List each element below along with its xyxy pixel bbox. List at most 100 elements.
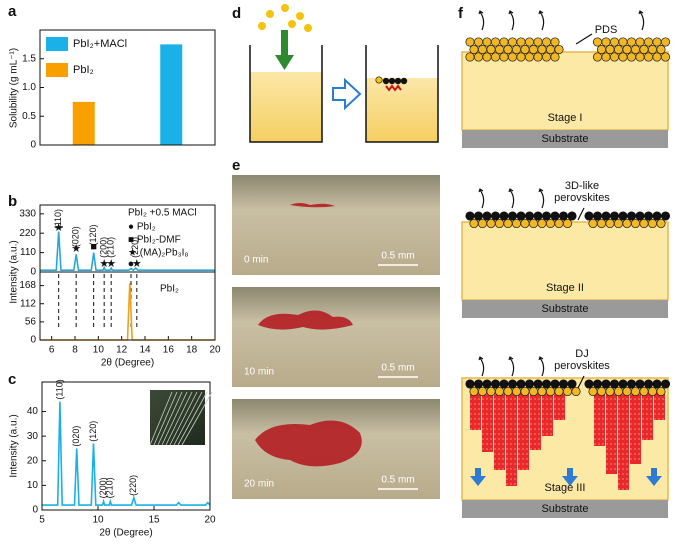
molecule	[618, 379, 628, 389]
molecule	[613, 218, 624, 229]
molecule	[473, 37, 484, 47]
dot	[296, 12, 304, 20]
dj-perovskite	[654, 390, 665, 420]
substrate-label: Substrate	[541, 503, 588, 515]
molecule	[516, 37, 526, 47]
y-tick-label: 220	[19, 228, 36, 239]
molecule	[652, 379, 662, 389]
molecule	[605, 386, 615, 397]
plot-frame	[39, 271, 216, 341]
molecule	[473, 379, 484, 389]
x-tick-label: 5	[39, 515, 45, 526]
inset-fiber	[161, 391, 188, 446]
molecule	[643, 52, 654, 62]
y-tick-label: 168	[19, 280, 36, 291]
molecule	[511, 44, 522, 55]
molecule	[477, 386, 488, 397]
molecule	[596, 44, 607, 55]
molecule	[601, 379, 611, 389]
panel-label: f	[458, 5, 464, 22]
molecule	[618, 37, 628, 47]
x-tick-label: 15	[148, 515, 160, 526]
molecule	[635, 52, 645, 62]
dot	[288, 20, 296, 28]
scale-label: 0.5 mm	[381, 251, 414, 262]
y-tick-label: 1.0	[22, 82, 36, 93]
molecule	[605, 44, 615, 55]
dot	[382, 77, 390, 85]
molecule	[469, 44, 479, 55]
dot	[375, 76, 383, 84]
molecule	[490, 52, 501, 62]
y-tick-label: 0	[30, 335, 36, 346]
molecule	[596, 386, 607, 397]
molecule	[482, 52, 492, 62]
peak-marker: ●	[128, 258, 135, 270]
molecule	[486, 386, 496, 397]
molecule	[562, 218, 573, 229]
diffusion-arrow	[646, 468, 662, 486]
photo-time: 0 min	[244, 255, 268, 266]
molecule	[541, 37, 552, 47]
x-axis-label: 2θ (Degree)	[101, 358, 154, 369]
diffusion-arrow	[470, 468, 486, 486]
molecule	[533, 37, 543, 47]
y-axis-label: Intensity (a.u.)	[9, 414, 20, 477]
stage-label: Stage III	[545, 482, 586, 494]
molecule	[528, 44, 539, 55]
molecule	[511, 218, 522, 229]
molecule	[465, 379, 475, 389]
dot	[388, 77, 396, 85]
peak-label: (220)	[128, 475, 138, 496]
molecule	[647, 44, 658, 55]
dj-perovskite	[594, 390, 605, 446]
crystal	[255, 420, 362, 467]
annotation: DJ	[575, 348, 588, 360]
molecule	[550, 379, 560, 389]
panel-d: d	[232, 4, 439, 143]
dj-perovskite	[482, 390, 493, 452]
series-line	[40, 231, 215, 272]
molecule	[533, 211, 543, 221]
dj-perovskite	[630, 390, 641, 464]
molecule	[622, 386, 632, 397]
y-tick-label: 56	[25, 317, 37, 328]
x-tick-label: 8	[72, 345, 78, 356]
dj-perovskite	[518, 390, 529, 470]
molecule	[486, 218, 496, 229]
peak-label: (200)	[98, 477, 108, 498]
molecule	[643, 379, 654, 389]
molecule	[639, 386, 649, 397]
molecule	[609, 52, 620, 62]
molecule	[550, 37, 560, 47]
molecule	[516, 379, 526, 389]
dot	[266, 10, 274, 18]
crystal	[290, 203, 335, 208]
molecule	[477, 44, 488, 55]
molecule	[618, 52, 628, 62]
dj-perovskite	[554, 390, 565, 420]
molecule	[635, 37, 645, 47]
molecule	[554, 44, 564, 55]
molecule	[477, 218, 488, 229]
dj-perovskite	[642, 390, 653, 440]
y-tick-label: 40	[27, 406, 39, 417]
molecule	[660, 211, 671, 221]
dj-perovskite	[494, 390, 505, 470]
molecule	[507, 37, 518, 47]
pointer	[575, 33, 593, 45]
molecule	[558, 379, 569, 389]
dj-perovskite	[530, 390, 541, 450]
molecule	[630, 44, 641, 55]
molecule	[520, 218, 530, 229]
molecule	[554, 386, 564, 397]
substrate-label: Substrate	[541, 303, 588, 315]
molecule	[545, 386, 556, 397]
molecule	[609, 379, 620, 389]
scale-label: 0.5 mm	[381, 475, 414, 486]
panel-label: d	[232, 5, 241, 22]
molecule	[588, 386, 598, 397]
molecule	[469, 218, 479, 229]
y-tick-label: 0	[30, 140, 36, 151]
molecule	[494, 386, 505, 397]
